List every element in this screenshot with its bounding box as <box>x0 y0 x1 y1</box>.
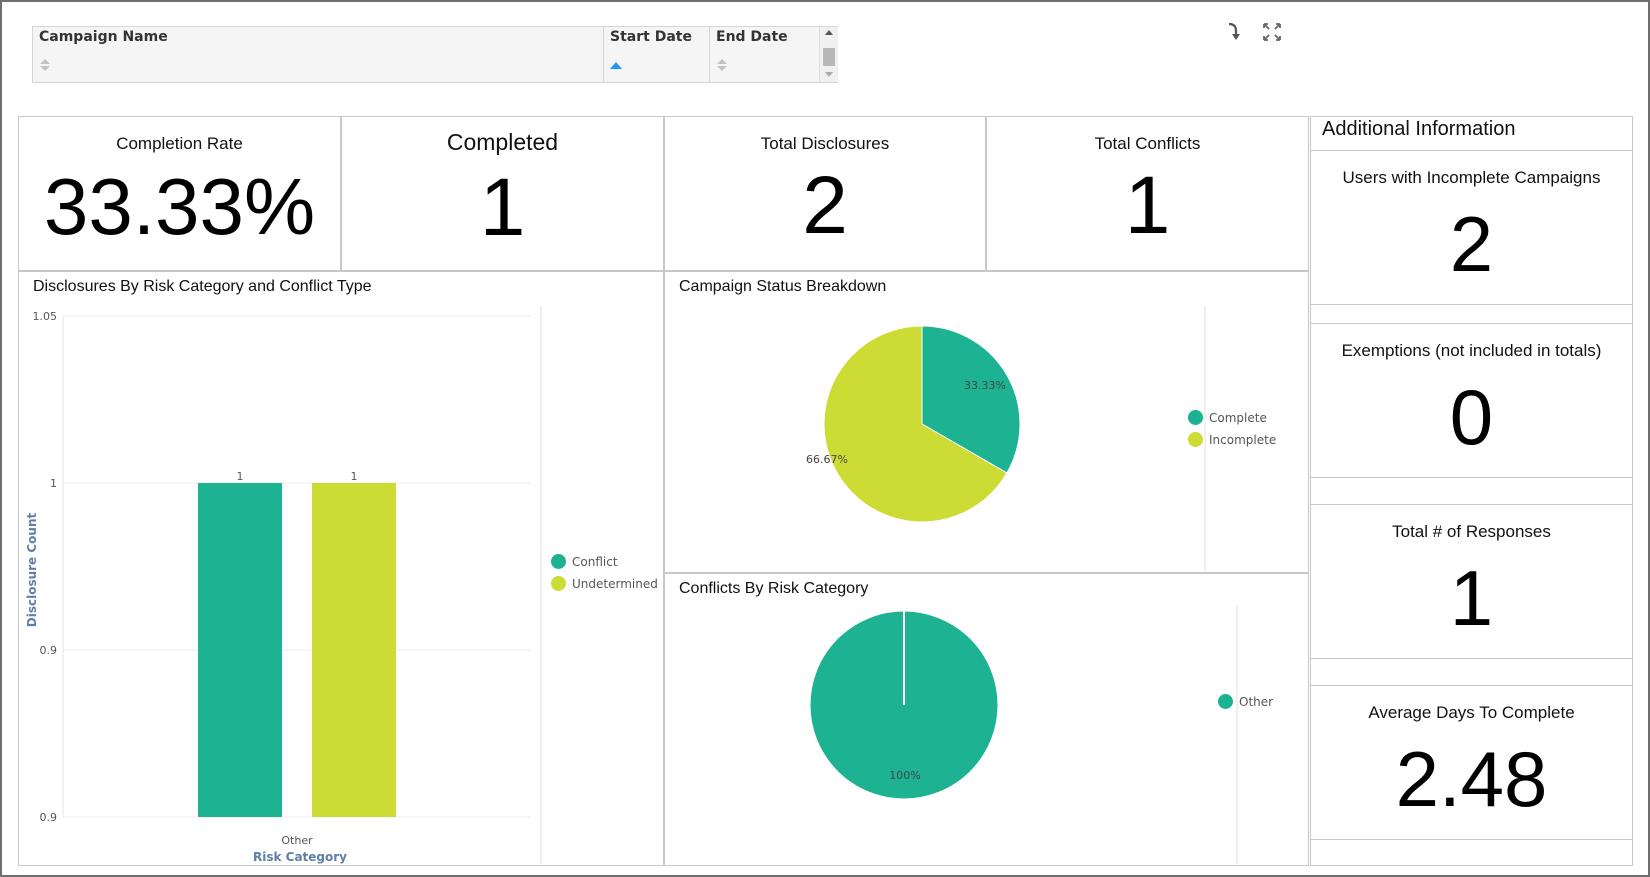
chart-conflicts-by-risk: Conflicts By Risk Category 100% Other <box>664 573 1309 866</box>
legend-item[interactable]: Complete <box>1188 410 1267 425</box>
info-card-value: 2.48 <box>1395 735 1548 823</box>
sort-icon[interactable] <box>715 57 729 73</box>
info-card-value: 2 <box>1449 200 1494 288</box>
kpi-completed: Completed 1 <box>341 116 664 271</box>
pie-data-label: 66.67% <box>806 453 848 466</box>
chart-title: Disclosures By Risk Category and Conflic… <box>33 278 372 295</box>
kpi-value: 1 <box>1124 160 1171 251</box>
y-axis-title: Disclosure Count <box>25 512 39 627</box>
kpi-label: Total Conflicts <box>1094 134 1201 153</box>
bar-conflict <box>198 483 282 817</box>
info-card-incomplete-users: Users with Incomplete Campaigns 2 <box>1310 150 1633 305</box>
kpi-total-disclosures: Total Disclosures 2 <box>664 116 986 271</box>
scroll-up-arrow-icon[interactable] <box>825 30 833 35</box>
column-campaign-name[interactable]: Campaign Name <box>33 27 604 82</box>
pie-data-label: 33.33% <box>964 379 1006 392</box>
pie-slice-complete <box>921 325 1021 474</box>
chart-disclosures-by-risk: Disclosures By Risk Category and Conflic… <box>18 271 664 866</box>
drill-down-arrow-icon[interactable] <box>1222 21 1244 43</box>
info-card-label: Users with Incomplete Campaigns <box>1342 168 1601 187</box>
sort-icon[interactable] <box>38 57 52 73</box>
legend-label: Undetermined <box>572 576 658 591</box>
pie-slice-incomplete <box>823 325 1008 523</box>
legend-swatch <box>1188 432 1203 447</box>
legend-label: Complete <box>1209 410 1267 425</box>
info-card-exemptions: Exemptions (not included in totals) 0 <box>1310 323 1633 478</box>
chart-title: Campaign Status Breakdown <box>679 278 887 295</box>
info-card-label: Average Days To Complete <box>1368 703 1575 722</box>
bar-undetermined <box>312 483 396 817</box>
fullscreen-icon[interactable] <box>1261 21 1283 43</box>
grid-scrollbar[interactable] <box>819 27 838 82</box>
kpi-label: Total Disclosures <box>760 134 890 153</box>
legend-label: Incomplete <box>1209 432 1277 447</box>
legend-label: Other <box>1239 694 1274 709</box>
y-tick-label: 0.9 <box>40 811 58 824</box>
pie-data-label: 100% <box>889 769 920 782</box>
legend-swatch <box>1188 410 1203 425</box>
kpi-total-conflicts: Total Conflicts 1 <box>986 116 1309 271</box>
column-start-date[interactable]: Start Date <box>604 27 710 82</box>
kpi-value: 2 <box>802 160 848 251</box>
pie-chart-status-svg: 33.33% 66.67% <box>806 306 1206 571</box>
chart-title: Conflicts By Risk Category <box>679 580 869 597</box>
scroll-thumb[interactable] <box>823 48 835 66</box>
info-card-label: Total # of Responses <box>1392 522 1551 541</box>
legend-swatch <box>1218 694 1233 709</box>
kpi-label: Completed <box>446 129 559 155</box>
scroll-down-arrow-icon[interactable] <box>825 72 833 77</box>
legend-label: Conflict <box>572 554 618 569</box>
column-header-label: End Date <box>716 29 788 45</box>
legend-swatch <box>551 554 566 569</box>
kpi-value: 1 <box>479 162 526 253</box>
bar-data-label: 1 <box>237 470 244 483</box>
sort-ascending-icon[interactable] <box>609 57 623 73</box>
bar-data-label: 1 <box>351 470 358 483</box>
y-tick-label: 0.9 <box>40 644 58 657</box>
legend-item[interactable]: Other <box>1218 694 1273 709</box>
info-card-average-days: Average Days To Complete 2.48 <box>1310 685 1633 840</box>
x-tick-label: Other <box>281 834 313 847</box>
kpi-label: Completion Rate <box>116 134 243 153</box>
column-end-date[interactable]: End Date <box>710 27 819 82</box>
pie-chart-conflicts-svg: 100% <box>809 606 1238 864</box>
bar-chart-svg: Disclosure Count Risk Category 1.05 1 0.9 0… <box>25 306 542 864</box>
column-header-label: Campaign Name <box>39 29 168 45</box>
column-header-label: Start Date <box>610 29 692 45</box>
chart-campaign-status: Campaign Status Breakdown 33.33% 66.67% C… <box>664 271 1309 573</box>
legend-item[interactable]: Conflict <box>551 554 618 569</box>
kpi-completion-rate: Completion Rate 33.33% <box>18 116 341 271</box>
legend-swatch <box>551 576 566 591</box>
campaign-filter-grid[interactable]: Campaign Name Start Date End Date <box>32 26 838 83</box>
y-tick-label: 1.05 <box>33 310 58 323</box>
info-card-label: Exemptions (not included in totals) <box>1341 341 1602 360</box>
additional-info-title: Additional Information <box>1322 118 1516 140</box>
kpi-value: 33.33% <box>43 162 316 251</box>
x-axis-title: Risk Category <box>253 850 347 864</box>
info-card-total-responses: Total # of Responses 1 <box>1310 504 1633 659</box>
y-tick-label: 1 <box>50 477 57 490</box>
legend-item[interactable]: Incomplete <box>1188 432 1276 447</box>
info-card-value: 0 <box>1449 373 1494 461</box>
info-card-value: 1 <box>1449 554 1494 642</box>
legend-item[interactable]: Undetermined <box>551 576 658 591</box>
